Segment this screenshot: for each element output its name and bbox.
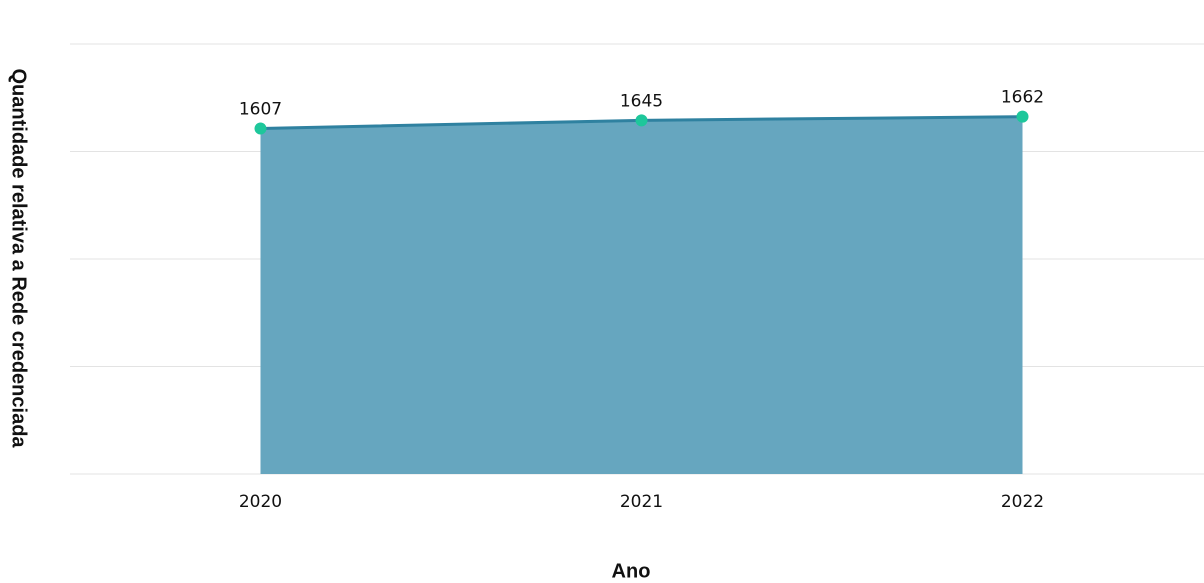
data-label: 1607 xyxy=(239,99,282,119)
area xyxy=(260,116,1023,475)
data-label: 1662 xyxy=(1001,88,1044,108)
data-label: 1645 xyxy=(620,91,663,111)
x-axis-title: Ano xyxy=(612,560,651,582)
marker xyxy=(254,122,267,135)
marker xyxy=(1016,110,1029,123)
x-tick-label: 2022 xyxy=(1001,492,1044,512)
marker xyxy=(635,114,648,127)
x-tick-label: 2020 xyxy=(239,492,282,512)
x-tick-label: 2021 xyxy=(620,492,663,512)
y-axis-title: Quantidade relativa a Rede credenciada xyxy=(8,68,30,448)
